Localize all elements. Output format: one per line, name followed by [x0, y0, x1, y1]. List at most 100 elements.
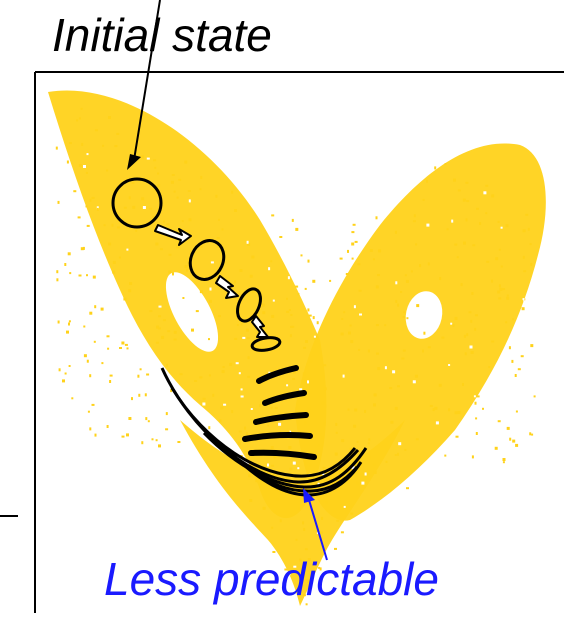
attractor-speck [182, 297, 185, 299]
attractor-speck [514, 374, 517, 377]
attractor-speck [287, 276, 290, 280]
attractor-speck [307, 407, 311, 410]
attractor-speck [397, 303, 400, 307]
attractor-speck [469, 345, 473, 349]
attractor-speck [176, 245, 180, 249]
attractor-speck [291, 218, 294, 222]
attractor-speck [435, 421, 439, 425]
attractor-speck [286, 297, 288, 300]
attractor-speck [471, 455, 474, 459]
attractor-speck [66, 160, 69, 164]
attractor-speck [247, 243, 251, 246]
attractor-speck [317, 444, 320, 447]
attractor-speck [135, 331, 138, 334]
attractor-speck [423, 331, 426, 335]
attractor-speck [299, 558, 302, 562]
attractor-speck [178, 178, 182, 181]
attractor-speck [384, 324, 387, 327]
attractor-speck [474, 401, 477, 405]
attractor-speck [126, 347, 129, 350]
attractor-speck [319, 433, 322, 436]
attractor-speck [199, 376, 203, 379]
attractor-speck [89, 198, 92, 202]
attractor-speck [347, 408, 350, 411]
attractor-speck [145, 417, 148, 421]
attractor-speck [475, 417, 478, 420]
attractor-speck [403, 311, 406, 314]
attractor-speck [511, 359, 514, 363]
attractor-speck [473, 395, 476, 398]
attractor-speck [128, 289, 132, 293]
attractor-speck [497, 420, 501, 423]
attractor-speck [106, 335, 110, 338]
attractor-speck [236, 324, 239, 327]
attractor-speck [223, 403, 227, 406]
attractor-speck [121, 308, 124, 312]
attractor-speck [468, 311, 472, 314]
attractor-speck [351, 231, 355, 234]
attractor-speck [101, 346, 104, 350]
attractor-right-hole [405, 291, 443, 339]
attractor-speck [378, 249, 382, 253]
attractor-speck [331, 550, 334, 554]
attractor-speck [173, 330, 177, 334]
attractor-speck [200, 245, 203, 248]
attractor-speck [474, 327, 477, 331]
attractor-speck [394, 230, 397, 234]
attractor-speck [439, 277, 442, 281]
attractor-speck [290, 325, 293, 328]
attractor-speck [529, 432, 532, 436]
attractor-speck [497, 430, 500, 434]
attractor-speck [85, 171, 88, 174]
attractor-speck [162, 319, 166, 322]
attractor-speck [251, 290, 255, 293]
attractor-speck [239, 269, 243, 272]
attractor-speck [129, 282, 133, 285]
attractor-speck [522, 229, 526, 233]
attractor-speck [166, 223, 170, 226]
attractor-speck [146, 426, 150, 428]
attractor-speck [68, 322, 70, 326]
attractor-speck [444, 163, 447, 165]
attractor-speck [80, 107, 83, 110]
attractor-speck [272, 299, 275, 302]
attractor-speck [184, 265, 188, 269]
attractor-speck [302, 594, 306, 597]
attractor-speck [128, 196, 131, 200]
attractor-speck [300, 409, 303, 413]
attractor-speck [270, 406, 273, 409]
attractor-speck [375, 324, 379, 327]
attractor-speck [455, 435, 459, 438]
attractor-speck [367, 442, 370, 445]
attractor-speck [250, 408, 253, 410]
attractor-speck [337, 496, 341, 499]
attractor-speck [308, 314, 312, 317]
attractor-speck [427, 346, 431, 349]
attractor-speck [402, 315, 406, 318]
divergent-arc-3 [202, 431, 368, 489]
attractor-speck [108, 242, 112, 246]
attractor-speck [422, 349, 424, 353]
attractor-speck [292, 461, 296, 465]
attractor-speck [92, 275, 96, 279]
attractor-speck [242, 336, 246, 339]
attractor-speck [215, 194, 218, 198]
attractor-speck [173, 190, 176, 193]
attractor-speck [141, 197, 145, 201]
attractor-speck [372, 463, 376, 466]
attractor-speck [483, 191, 487, 195]
attractor-speck [78, 117, 81, 120]
attractor-speck [181, 220, 184, 223]
attractor-speck [309, 463, 312, 467]
attractor-speck [506, 296, 510, 300]
attractor-speck [80, 247, 84, 251]
attractor-speck [454, 316, 458, 320]
attractor-speck [479, 222, 482, 225]
attractor-speck [321, 516, 324, 520]
attractor-speck [56, 270, 59, 274]
attractor-speck [522, 255, 525, 259]
attractor-speck [85, 205, 88, 208]
attractor-bottom-fan [180, 420, 405, 606]
attractor-speck [323, 387, 327, 391]
attractor-speck [466, 333, 469, 337]
